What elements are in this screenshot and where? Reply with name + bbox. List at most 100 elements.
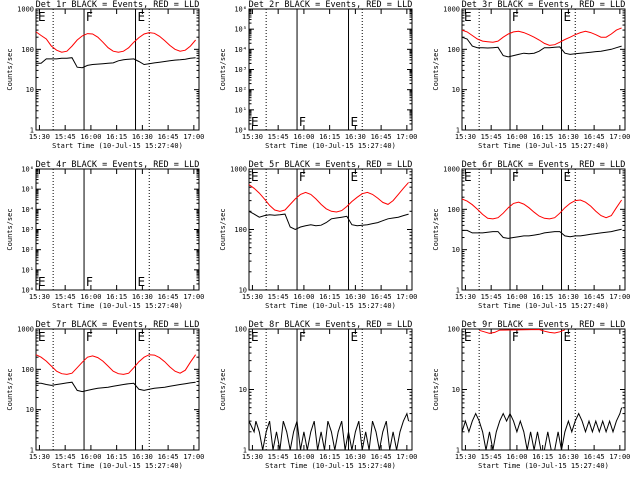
y-tick-label: 1 [30,447,34,455]
segment-label: E [138,330,146,344]
x-tick-label: 16:00 [293,133,314,141]
lld-rate-line [35,354,197,375]
x-tick-label: 16:00 [506,453,527,461]
y-tick-label: 10⁶ [21,166,34,174]
x-tick-label: 15:45 [55,293,76,301]
plot-frame [248,8,413,131]
segment-label: E [251,330,259,344]
x-axis-label: Start Time (10-Jul-15 15:27:40) [52,142,183,150]
y-tick-label: 1 [30,127,34,135]
x-tick-label: 15:30 [455,133,476,141]
plot-frame [461,328,626,451]
x-tick-label: 16:00 [293,293,314,301]
segment-label: F [512,330,519,344]
lld-rate-line [479,328,566,334]
x-axis-label: Start Time (10-Jul-15 15:27:40) [265,302,396,310]
x-axis-label: Start Time (10-Jul-15 15:27:40) [265,142,396,150]
x-tick-label: 15:30 [455,453,476,461]
x-tick-label: 16:15 [319,133,340,141]
segment-label: E [251,170,259,184]
y-tick-label: 10³ [234,66,247,74]
y-axis-label: Counts/sec [219,208,227,250]
segment-label: E [464,170,472,184]
x-tick-label: 16:15 [532,133,553,141]
x-tick-label: 16:45 [584,453,605,461]
event-rate-line [248,412,410,451]
panel-det-3: Det 3r BLACK = Events, RED = LLD 1 10 100 10… [432,0,630,150]
x-tick-label: 16:30 [345,133,366,141]
x-tick-label: 16:15 [106,453,127,461]
x-tick-label: 16:45 [158,133,179,141]
panel-title: Det 9r BLACK = Events, RED = LLD [462,320,626,330]
x-tick-label: 15:45 [268,293,289,301]
x-tick-label: 15:45 [481,133,502,141]
x-tick-label: 15:30 [242,293,263,301]
x-tick-label: 15:45 [55,453,76,461]
segment-label: E [564,170,572,184]
panel-det-2: Det 2r BLACK = Events, RED = LLD 10⁰ 10¹ 10… [219,0,417,150]
x-tick-label: 16:00 [80,453,101,461]
x-tick-label: 17:00 [183,453,204,461]
x-tick-label: 16:00 [293,453,314,461]
y-tick-label: 10⁰ [21,287,34,295]
segment-label: F [512,170,519,184]
segment-label: F [86,10,93,24]
y-tick-label: 1000 [443,166,460,174]
segment-label: E [138,275,146,289]
segment-label: E [38,330,46,344]
panel-det-4: Det 4r BLACK = Events, RED = LLD 10⁰ 10¹ 10… [6,160,204,310]
x-tick-label: 16:00 [506,293,527,301]
x-tick-label: 16:15 [319,293,340,301]
segment-label: F [86,275,93,289]
x-tick-label: 15:45 [481,453,502,461]
y-tick-label: 100 [447,206,460,214]
y-tick-label: 10⁰ [234,127,247,135]
y-tick-label: 10 [26,406,34,414]
x-tick-label: 16:30 [345,293,366,301]
x-tick-label: 15:30 [29,293,50,301]
panel-title: Det 7r BLACK = Events, RED = LLD [36,320,200,330]
segment-label: E [464,10,472,24]
x-tick-label: 16:30 [558,453,579,461]
panel-title: Det 6r BLACK = Events, RED = LLD [462,160,626,170]
x-tick-label: 17:00 [609,453,630,461]
x-tick-label: 16:30 [345,453,366,461]
x-tick-label: 15:45 [55,133,76,141]
y-tick-label: 1 [456,287,460,295]
y-tick-label: 10 [452,386,460,394]
panel-det-6: Det 6r BLACK = Events, RED = LLD 1 10 100 10… [432,160,630,310]
y-tick-label: 1 [456,447,460,455]
y-tick-label: 1000 [230,166,247,174]
x-axis-label: Start Time (10-Jul-15 15:27:40) [478,142,609,150]
x-axis-label: Start Time (10-Jul-15 15:27:40) [478,462,609,470]
x-tick-label: 16:00 [80,133,101,141]
y-tick-label: 10⁴ [234,46,247,54]
event-rate-line [36,57,196,69]
y-tick-label: 10⁵ [21,186,34,194]
y-tick-label: 10 [26,86,34,94]
x-tick-label: 15:30 [242,133,263,141]
x-tick-label: 17:00 [396,133,417,141]
plot-frame [35,168,200,291]
y-axis-label: Counts/sec [432,208,440,250]
segment-label: E [564,10,572,24]
y-tick-label: 10¹ [21,266,34,274]
lld-rate-line [461,198,623,220]
x-tick-label: 17:00 [609,133,630,141]
x-axis-label: Start Time (10-Jul-15 15:27:40) [478,302,609,310]
y-tick-label: 100 [21,46,34,54]
y-tick-label: 10⁴ [21,206,34,214]
segment-label: F [299,115,306,129]
y-tick-label: 100 [447,326,460,334]
plot-frame [35,328,200,451]
y-tick-label: 10 [239,386,247,394]
x-tick-label: 16:45 [371,293,392,301]
x-axis-label: Start Time (10-Jul-15 15:27:40) [52,462,183,470]
x-tick-label: 16:15 [532,293,553,301]
y-tick-label: 10¹ [234,106,247,114]
x-tick-label: 16:30 [132,453,153,461]
panel-title: Det 4r BLACK = Events, RED = LLD [36,160,200,170]
y-tick-label: 10⁶ [234,6,247,14]
x-tick-label: 15:30 [455,293,476,301]
panel-det-5: Det 5r BLACK = Events, RED = LLD 10 100 100… [219,160,417,310]
